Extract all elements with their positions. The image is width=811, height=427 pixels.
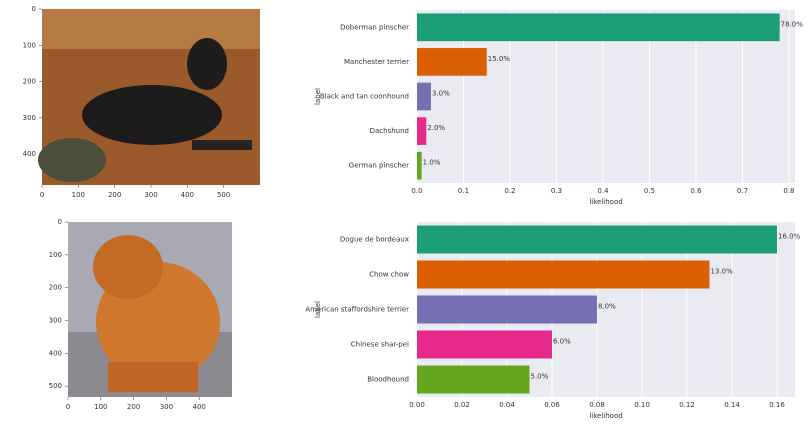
bar	[417, 82, 431, 111]
x-tick-label: 0.14	[724, 401, 740, 409]
y-tick-label: 100	[23, 41, 36, 49]
value-label: 5.0%	[531, 373, 549, 381]
value-label: 6.0%	[553, 338, 571, 346]
y-tick-label: 0	[32, 5, 36, 13]
x-tick-label: 0.10	[634, 401, 650, 409]
x-tick-label: 0	[66, 403, 70, 411]
image-dog-leg	[192, 140, 252, 150]
x-tick-label: 500	[217, 191, 230, 199]
image-dog-head	[93, 235, 163, 299]
x-tick-label: 0.08	[589, 401, 605, 409]
x-axis-title: likelihood	[589, 412, 622, 420]
x-tick-label: 0.1	[458, 187, 469, 195]
x-tick-label: 0.6	[690, 187, 702, 195]
x-tick-label: 200	[127, 403, 140, 411]
category-label: Doberman pinscher	[340, 23, 409, 31]
y-tick-label: 200	[23, 78, 36, 86]
bar	[417, 151, 422, 180]
x-tick-label: 0.2	[504, 187, 515, 195]
y-tick-label: 400	[49, 349, 62, 357]
category-label: American staffordshire terrier	[305, 306, 409, 314]
category-label: Bloodhound	[367, 376, 409, 384]
y-tick-label: 300	[49, 316, 62, 324]
bar	[417, 295, 597, 324]
x-tick-label: 0.12	[679, 401, 695, 409]
x-tick-label: 0.16	[769, 401, 785, 409]
category-label: Chow chow	[369, 271, 409, 279]
bar	[417, 260, 710, 289]
x-tick-label: 0.7	[737, 187, 748, 195]
y-tick-label: 300	[23, 114, 36, 122]
value-label: 16.0%	[778, 233, 801, 241]
value-label: 13.0%	[711, 268, 734, 276]
image-dog-body	[82, 85, 222, 145]
bar	[417, 117, 427, 145]
x-tick-label: 400	[193, 403, 206, 411]
value-label: 15.0%	[488, 55, 511, 63]
category-label: German pinscher	[349, 162, 409, 170]
y-axis-title: label	[314, 88, 322, 105]
bar	[417, 225, 777, 254]
category-label: Chinese shar-pei	[351, 341, 409, 349]
x-tick-label: 300	[160, 403, 173, 411]
bar	[417, 13, 780, 42]
category-label: Dachshund	[370, 127, 409, 135]
y-tick-label: 100	[49, 251, 62, 259]
x-tick-label: 0.4	[597, 187, 609, 195]
bar	[417, 48, 487, 76]
value-label: 2.0%	[427, 124, 445, 132]
image-wall	[42, 9, 260, 49]
x-axis-title: likelihood	[589, 198, 622, 206]
x-tick-label: 200	[108, 191, 121, 199]
x-tick-label: 0.8	[783, 187, 794, 195]
bar	[417, 365, 530, 394]
bar	[417, 330, 552, 359]
x-tick-label: 100	[72, 191, 85, 199]
y-tick-label: 200	[49, 284, 62, 292]
y-tick-label: 500	[49, 382, 62, 390]
category-label: Dogue de bordeaux	[340, 236, 409, 244]
category-label: Black and tan coonhound	[320, 93, 409, 101]
value-label: 8.0%	[598, 303, 616, 311]
x-tick-label: 0.02	[454, 401, 470, 409]
y-axis-title: label	[314, 301, 322, 318]
category-label: Manchester terrier	[344, 58, 409, 66]
x-tick-label: 0.00	[409, 401, 425, 409]
value-label: 1.0%	[423, 159, 441, 167]
x-tick-label: 0.06	[544, 401, 560, 409]
value-label: 78.0%	[781, 20, 804, 28]
x-tick-label: 300	[144, 191, 157, 199]
image-dog-legs	[108, 362, 198, 392]
x-tick-label: 0.5	[644, 187, 655, 195]
x-tick-label: 400	[181, 191, 194, 199]
x-tick-label: 0.3	[551, 187, 562, 195]
value-label: 3.0%	[432, 90, 450, 98]
x-tick-label: 0.04	[499, 401, 515, 409]
x-tick-label: 0.0	[411, 187, 422, 195]
image-dog-head	[187, 38, 227, 90]
y-tick-label: 0	[58, 218, 62, 226]
image-bag	[38, 138, 106, 182]
y-tick-label: 400	[23, 150, 36, 158]
x-tick-label: 0	[40, 191, 44, 199]
x-tick-label: 100	[94, 403, 107, 411]
